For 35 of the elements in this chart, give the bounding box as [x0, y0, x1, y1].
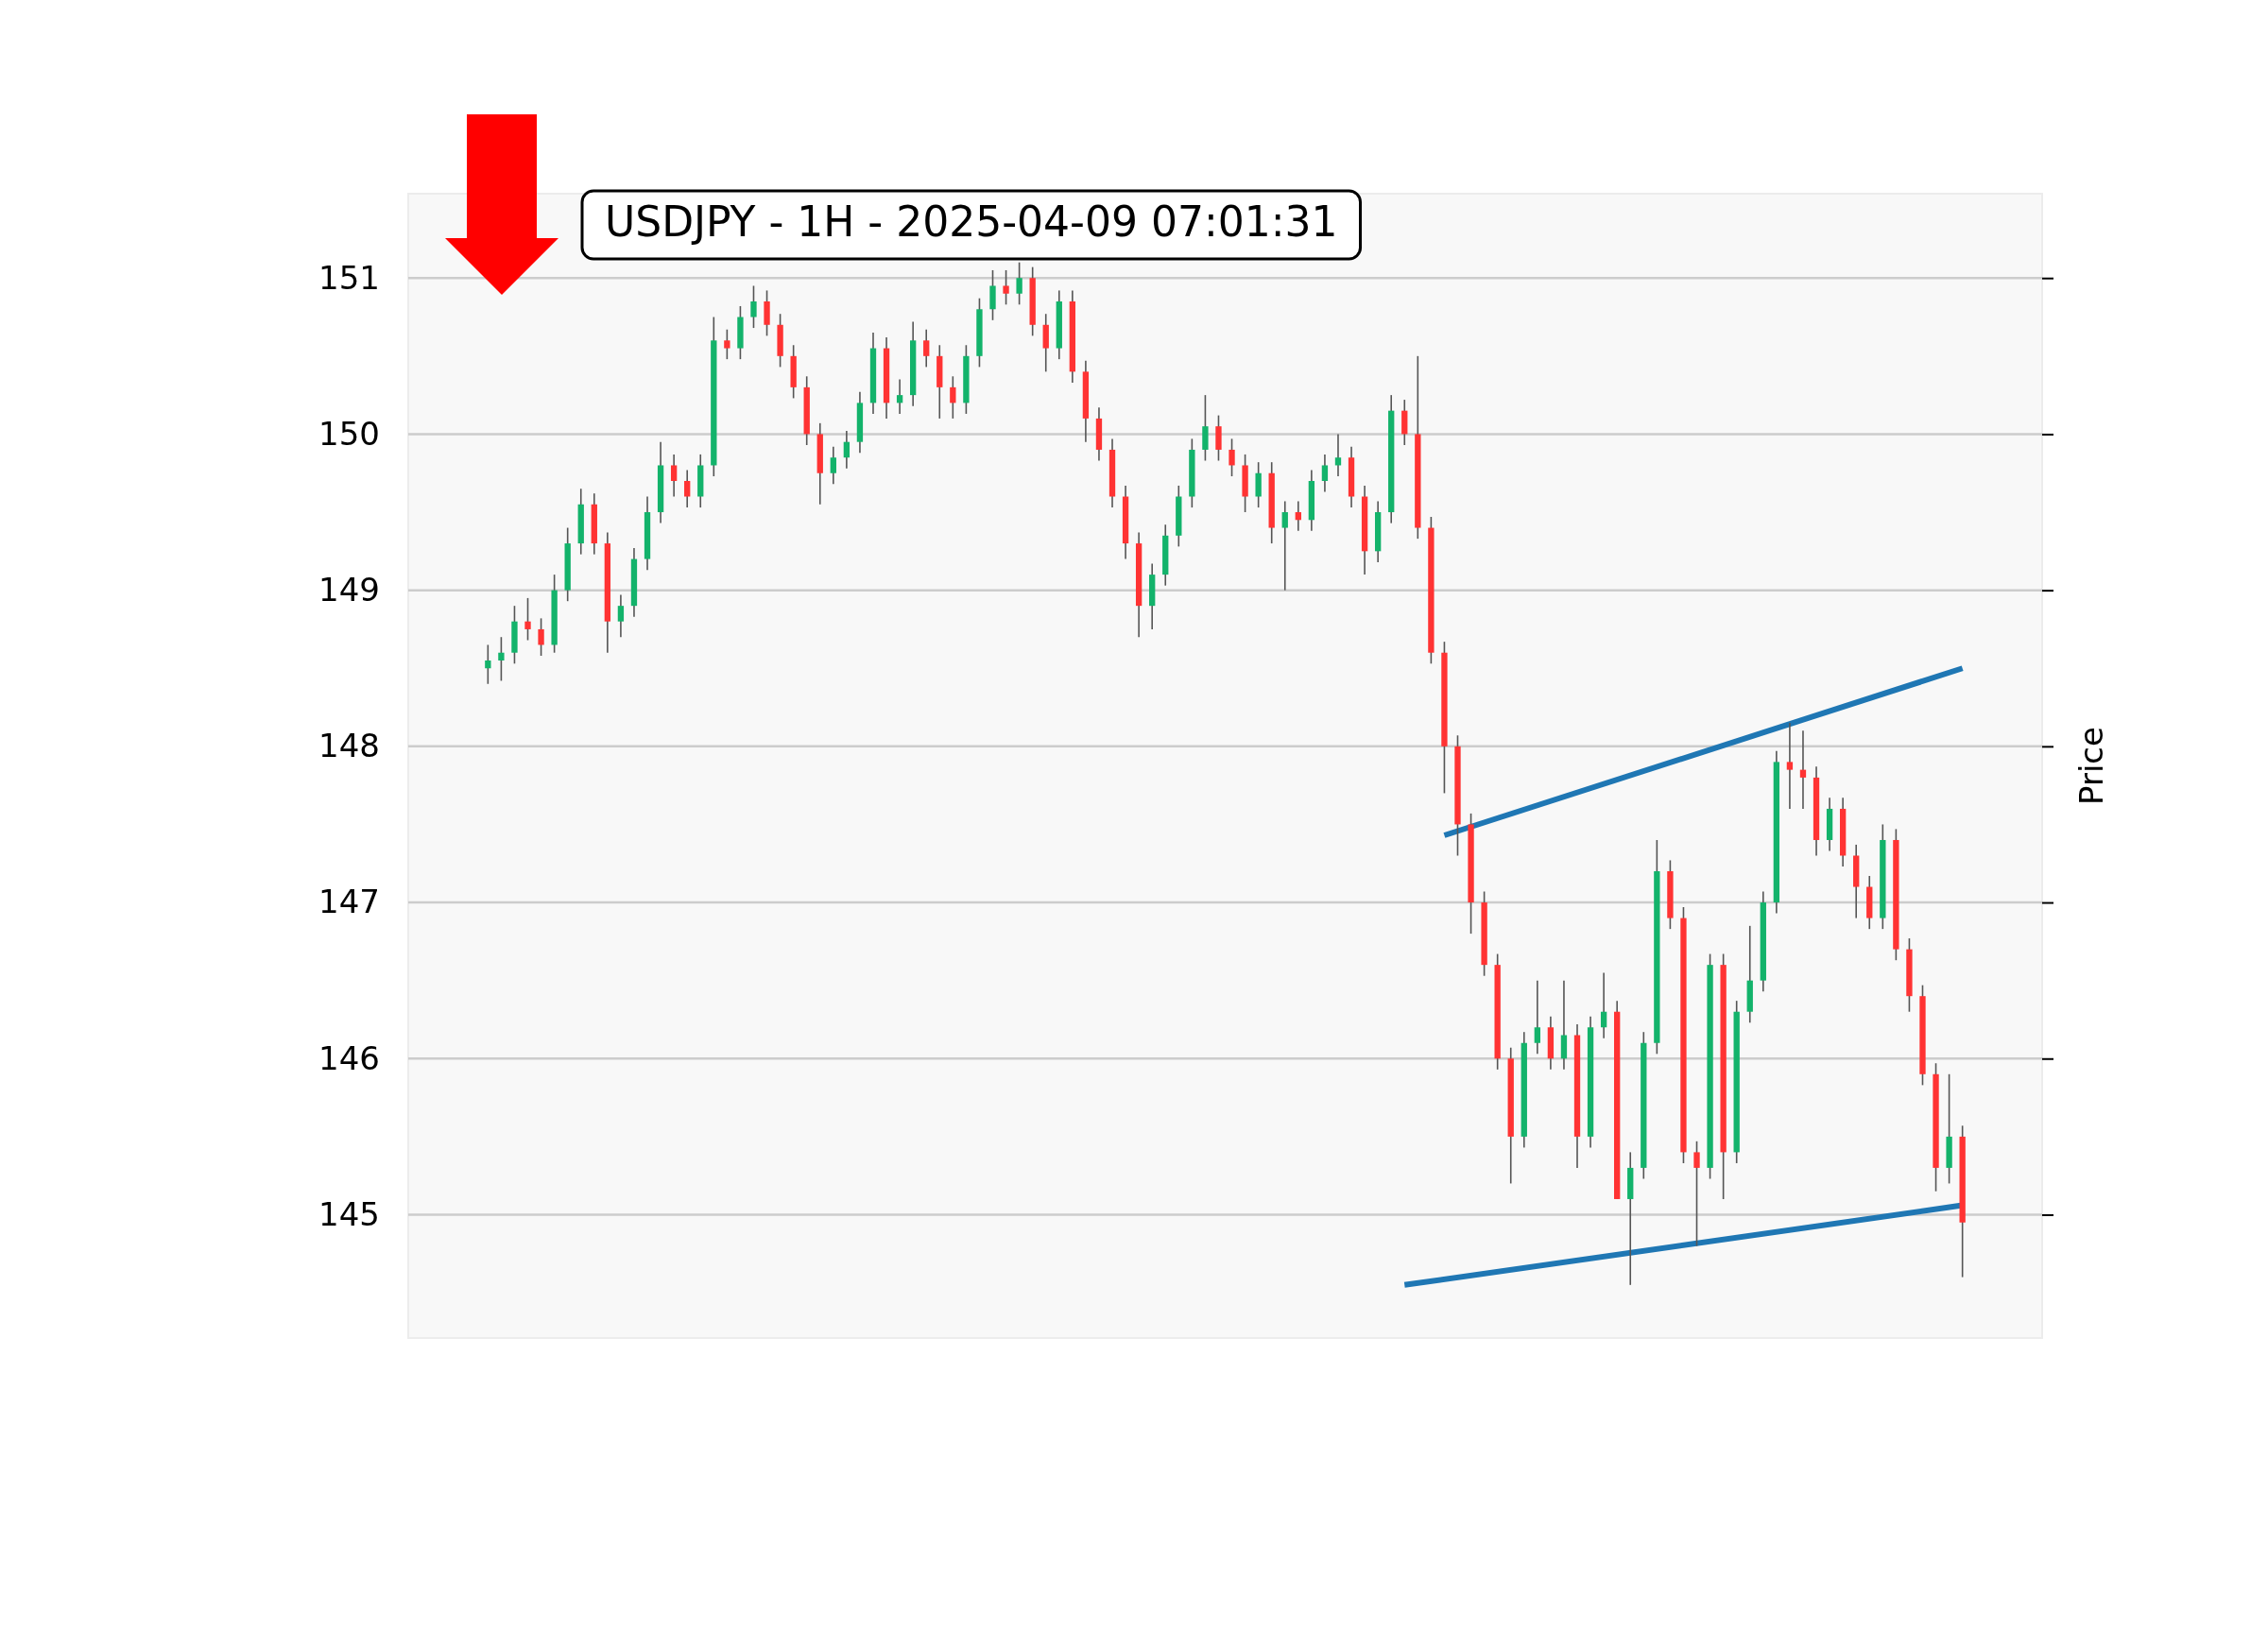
candlestick	[830, 445, 836, 486]
candlestick	[950, 375, 956, 420]
candlestick	[1534, 979, 1540, 1055]
candlestick	[1321, 454, 1329, 493]
candlestick	[524, 597, 531, 642]
y-tick-label: 150	[318, 414, 380, 453]
candlestick	[1003, 269, 1009, 306]
candlestick	[617, 593, 625, 638]
candlestick	[896, 378, 903, 415]
candlestick	[498, 636, 505, 682]
y-tick-label: 146	[318, 1038, 380, 1077]
candlestick	[1281, 500, 1288, 592]
candlestick	[1799, 729, 1807, 810]
candlestick	[485, 643, 491, 685]
chart-title: USDJPY - 1H - 2025-04-09 07:01:31	[605, 197, 1338, 246]
y-tick-label: 148	[318, 727, 380, 765]
y-tick-label: 145	[318, 1194, 380, 1233]
candlestick	[724, 328, 730, 360]
candlestick	[843, 430, 850, 470]
candlestick	[684, 469, 691, 508]
candlestick	[750, 284, 757, 329]
y-tick-label: 147	[318, 883, 380, 921]
candlestick	[1334, 433, 1342, 477]
candlestick	[1786, 722, 1794, 810]
candlestick	[1693, 1141, 1700, 1247]
candlestick	[670, 454, 678, 498]
candlestick	[1228, 438, 1235, 477]
candlestick	[1295, 500, 1301, 532]
y-axis-title: Price	[2072, 727, 2110, 805]
y-tick-label: 151	[318, 258, 380, 297]
candlestick	[538, 617, 544, 657]
candlestick	[1016, 261, 1022, 306]
y-tick-label: 149	[318, 571, 380, 609]
candlestick	[1600, 971, 1607, 1039]
candlestick	[923, 328, 930, 369]
